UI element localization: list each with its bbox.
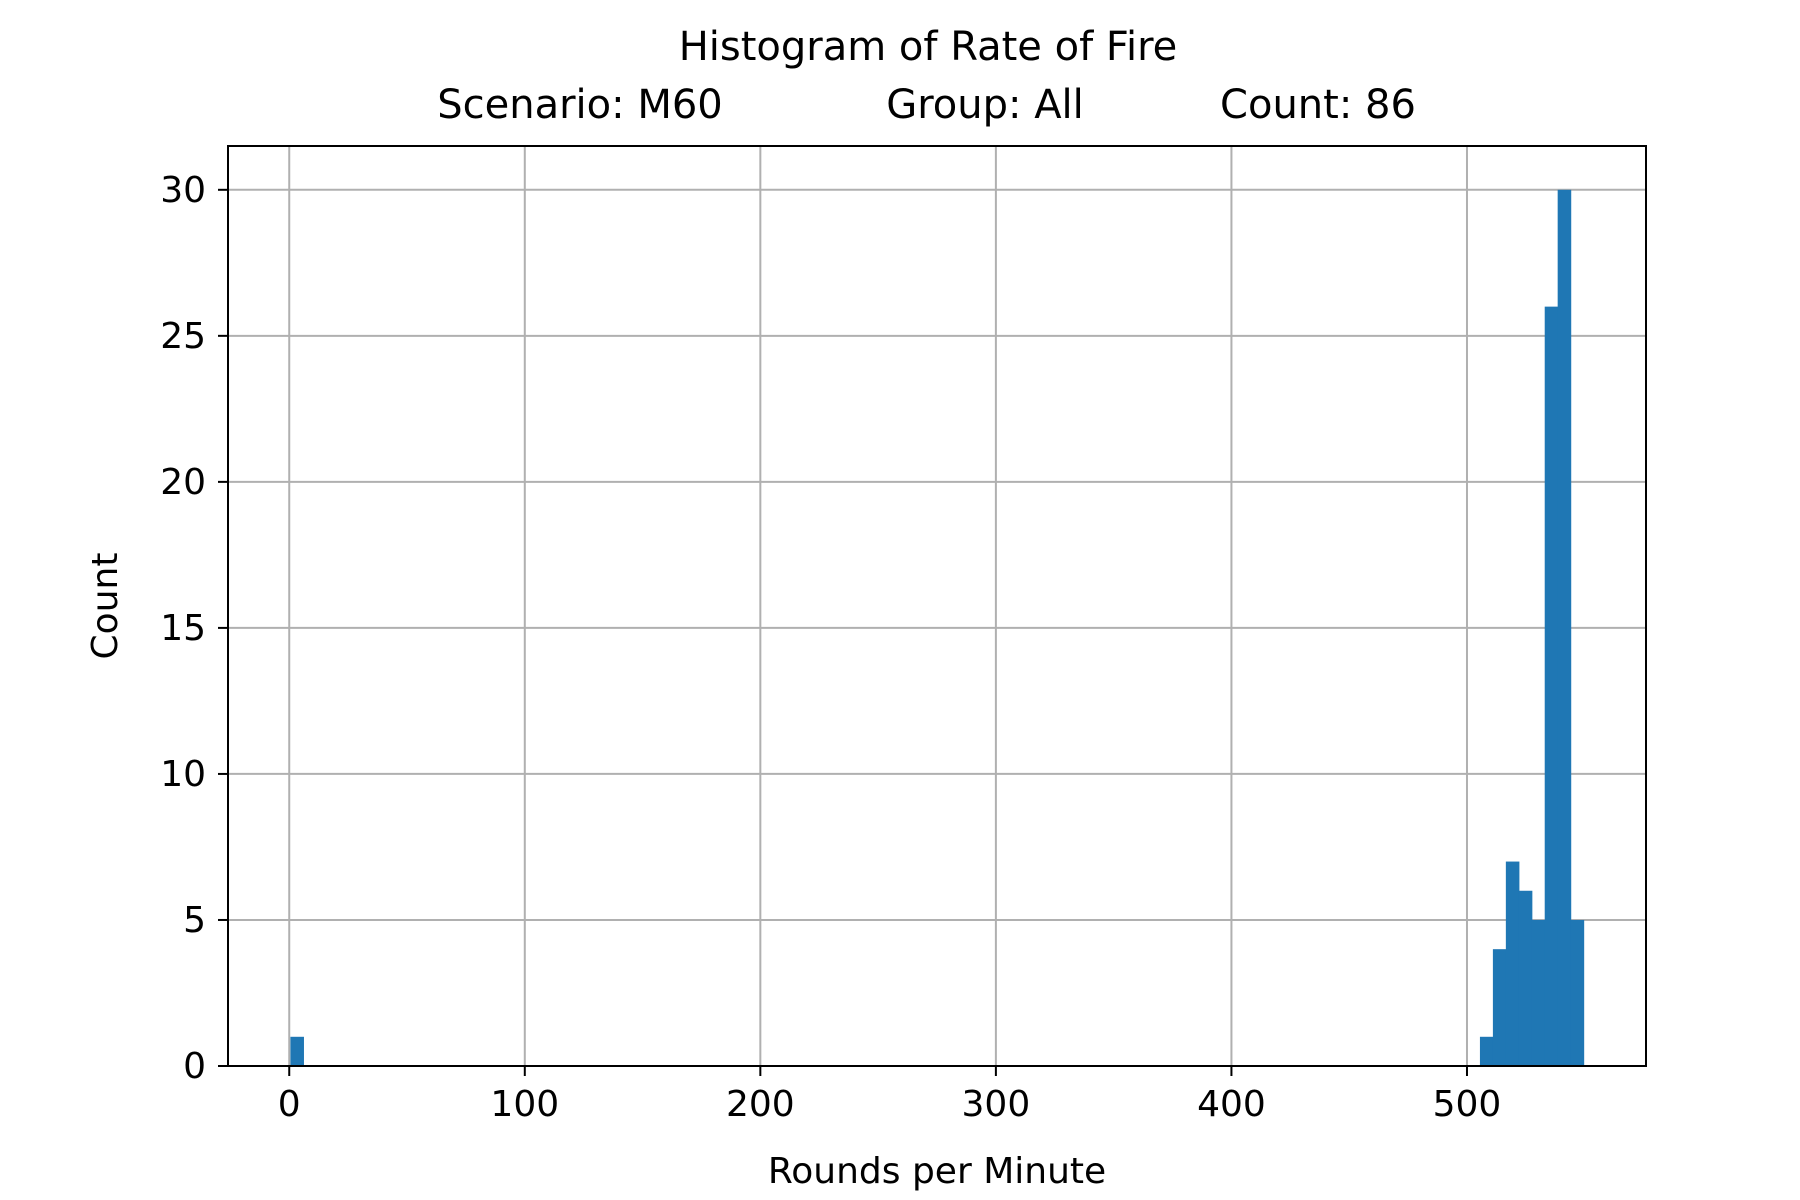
histogram-bar-1: [1479, 1036, 1494, 1066]
histogram-bar-5: [1531, 919, 1546, 1066]
y-tick-label-10: 10: [160, 754, 206, 795]
x-axis-label: Rounds per Minute: [768, 1151, 1106, 1192]
histogram-bar-8: [1570, 919, 1585, 1066]
histogram-bar-2: [1492, 949, 1507, 1066]
chart-subtitle-scenario: Scenario: M60: [437, 82, 723, 128]
plot-frame: [227, 145, 1647, 1067]
histogram-bar-6: [1544, 306, 1559, 1067]
y-tick-label-25: 25: [160, 316, 206, 357]
y-tick-label-5: 5: [183, 900, 206, 941]
histogram-bar-4: [1518, 890, 1533, 1066]
chart-subtitle-count: Count: 86: [1220, 82, 1416, 128]
x-tick-label-100: 100: [490, 1084, 559, 1125]
x-tick-label-200: 200: [726, 1084, 795, 1125]
histogram-bar-3: [1505, 861, 1520, 1066]
histogram-bar-7: [1557, 189, 1572, 1067]
axis-ticks: 0 100 200 300 400 500 0 5 10 15 20 25 30: [160, 170, 1501, 1125]
chart-title: Histogram of Rate of Fire: [679, 24, 1178, 70]
y-tick-label-30: 30: [160, 170, 206, 211]
histogram-bar-0: [290, 1036, 304, 1066]
y-axis-label: Count: [85, 553, 126, 660]
x-tick-label-500: 500: [1433, 1084, 1502, 1125]
histogram-bars: [290, 189, 1585, 1067]
y-tick-label-0: 0: [183, 1046, 206, 1087]
x-tick-label-400: 400: [1197, 1084, 1266, 1125]
chart-subtitle-group: Group: All: [886, 82, 1084, 128]
grid-lines: [228, 146, 1646, 1067]
y-tick-label-15: 15: [160, 608, 206, 649]
x-tick-label-0: 0: [278, 1084, 301, 1125]
y-tick-label-20: 20: [160, 462, 206, 503]
x-tick-label-300: 300: [962, 1084, 1031, 1125]
